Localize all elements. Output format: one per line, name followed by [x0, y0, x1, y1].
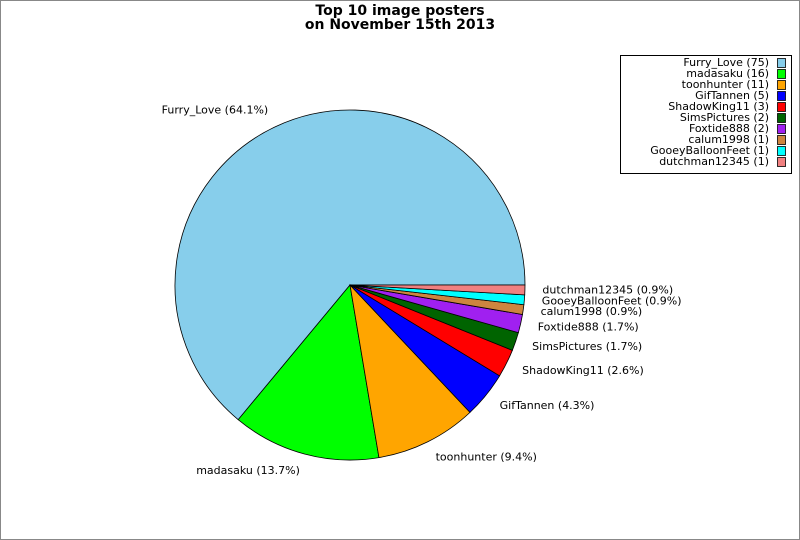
legend-swatch — [777, 135, 786, 145]
legend-swatch — [777, 102, 786, 112]
legend-label: calum1998 (1) — [688, 133, 769, 146]
legend-label: Foxtide888 (2) — [689, 122, 769, 135]
legend-swatch — [777, 113, 786, 123]
slice-label: Furry_Love (64.1%) — [162, 104, 269, 117]
slice-label: GooeyBalloonFeet (0.9%) — [542, 294, 682, 307]
pie-slice — [349, 284, 526, 296]
legend-label: toonhunter (11) — [682, 78, 769, 91]
pie-slice — [237, 284, 380, 461]
legend-box — [620, 55, 792, 174]
slice-label: SimsPictures (1.7%) — [532, 340, 642, 353]
legend-swatch — [777, 69, 786, 79]
legend-swatch — [777, 124, 786, 134]
legend-swatch — [777, 58, 786, 68]
legend-label: Furry_Love (75) — [683, 56, 769, 69]
slice-label: toonhunter (9.4%) — [436, 450, 537, 463]
pie-slice — [349, 283, 471, 459]
slice-label: madasaku (13.7%) — [196, 464, 300, 477]
slice-label: dutchman12345 (0.9%) — [542, 283, 673, 296]
legend-label: dutchman12345 (1) — [659, 155, 769, 168]
slice-label: calum1998 (0.9%) — [541, 305, 643, 318]
pie-slice — [174, 109, 526, 421]
legend-swatch — [777, 91, 786, 101]
chart-title: Top 10 image posters — [315, 3, 484, 19]
legend-label: GooeyBalloonFeet (1) — [650, 144, 769, 157]
legend-label: GifTannen (5) — [695, 89, 769, 102]
slice-label: ShadowKing11 (2.6%) — [522, 364, 644, 377]
legend-swatch — [777, 80, 786, 90]
legend-label: SimsPictures (2) — [680, 111, 769, 124]
legend-swatch — [777, 157, 786, 167]
legend-label: ShadowKing11 (3) — [668, 100, 769, 113]
slice-label: GifTannen (4.3%) — [500, 399, 595, 412]
legend-label: madasaku (16) — [686, 67, 769, 80]
legend-swatch — [777, 146, 786, 156]
slice-label: Foxtide888 (1.7%) — [538, 320, 639, 333]
chart-subtitle: on November 15th 2013 — [305, 17, 495, 33]
